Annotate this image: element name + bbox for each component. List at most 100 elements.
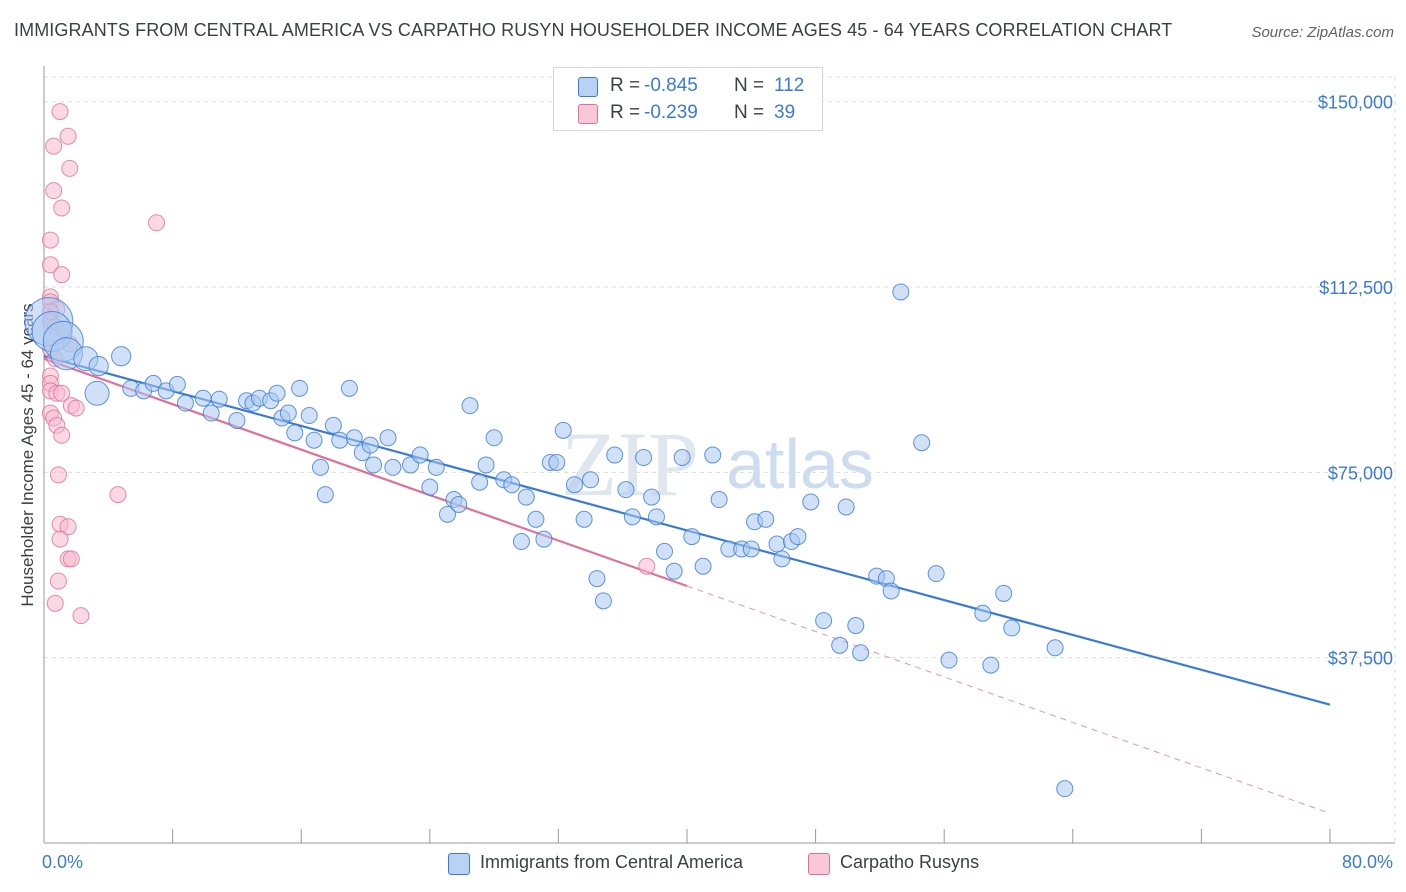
point-central-america bbox=[176, 394, 194, 412]
n-label: N = bbox=[734, 75, 765, 96]
point-central-america bbox=[1046, 639, 1064, 657]
trend-line-extension bbox=[686, 585, 1331, 814]
point-central-america bbox=[683, 528, 701, 546]
point-central-america bbox=[892, 283, 910, 301]
point-central-america bbox=[535, 530, 553, 548]
y-tick-label: $112,500 bbox=[1319, 278, 1393, 298]
point-central-america bbox=[594, 592, 612, 610]
point-carpatho-rusyn bbox=[62, 550, 80, 568]
point-central-america bbox=[1003, 619, 1021, 637]
point-central-america bbox=[982, 656, 1000, 674]
point-central-america bbox=[768, 535, 786, 553]
point-central-america bbox=[1056, 780, 1074, 798]
point-central-america bbox=[582, 471, 600, 489]
point-carpatho-rusyn bbox=[46, 594, 64, 612]
point-central-america bbox=[548, 453, 566, 471]
pink-swatch bbox=[578, 104, 598, 124]
watermark-zip: ZIP bbox=[561, 413, 699, 515]
blue-swatch bbox=[578, 77, 598, 97]
point-central-america bbox=[384, 458, 402, 476]
point-central-america bbox=[665, 562, 683, 580]
point-central-america bbox=[194, 389, 212, 407]
y-tick-label: $150,000 bbox=[1318, 93, 1393, 113]
point-central-america bbox=[111, 346, 132, 367]
point-central-america bbox=[471, 473, 489, 491]
point-central-america bbox=[831, 636, 849, 654]
point-carpatho-rusyn bbox=[53, 384, 71, 402]
point-carpatho-rusyn bbox=[109, 486, 127, 504]
point-carpatho-rusyn bbox=[59, 127, 77, 145]
point-carpatho-rusyn bbox=[51, 530, 69, 548]
point-central-america bbox=[438, 505, 456, 523]
point-central-america bbox=[773, 550, 791, 568]
point-central-america bbox=[228, 411, 246, 429]
correlation-legend: R = -0.845 N = 112 R = -0.239 N = 39 bbox=[553, 67, 823, 131]
point-carpatho-rusyn bbox=[53, 266, 71, 284]
point-central-america bbox=[847, 617, 865, 635]
point-central-america bbox=[704, 446, 722, 464]
point-central-america bbox=[789, 528, 807, 546]
point-central-america bbox=[512, 533, 530, 551]
axes bbox=[43, 66, 1395, 844]
point-central-america bbox=[913, 434, 931, 452]
point-central-america bbox=[606, 446, 624, 464]
point-central-america bbox=[144, 374, 162, 392]
point-carpatho-rusyn bbox=[49, 466, 67, 484]
point-central-america bbox=[757, 510, 775, 528]
point-central-america bbox=[324, 416, 342, 434]
point-central-america bbox=[837, 498, 855, 516]
point-central-america bbox=[202, 404, 220, 422]
point-carpatho-rusyn bbox=[148, 214, 166, 232]
r-label: R = bbox=[610, 102, 641, 123]
point-central-america bbox=[694, 557, 712, 575]
blue-swatch bbox=[448, 853, 470, 875]
point-central-america bbox=[673, 449, 691, 467]
point-central-america bbox=[450, 495, 468, 513]
point-central-america bbox=[421, 478, 439, 496]
point-carpatho-rusyn bbox=[53, 426, 71, 444]
point-central-america bbox=[379, 429, 397, 447]
x-tick-min: 0.0% bbox=[42, 852, 84, 872]
point-central-america bbox=[617, 481, 635, 499]
point-central-america bbox=[742, 540, 760, 558]
x-tick-max: 80.0% bbox=[1341, 852, 1393, 872]
watermark-atlas: atlas bbox=[726, 425, 874, 503]
point-central-america bbox=[554, 421, 572, 439]
point-central-america bbox=[331, 431, 349, 449]
point-central-america bbox=[300, 407, 318, 425]
legend-label: Carpatho Rusyns bbox=[840, 852, 980, 872]
point-carpatho-rusyn bbox=[45, 182, 63, 200]
point-central-america bbox=[623, 508, 641, 526]
point-carpatho-rusyn bbox=[638, 557, 656, 575]
point-central-america bbox=[361, 436, 379, 454]
point-central-america bbox=[461, 397, 479, 415]
point-central-america bbox=[316, 486, 334, 504]
point-central-america bbox=[974, 604, 992, 622]
pink-swatch bbox=[808, 853, 830, 875]
point-central-america bbox=[84, 380, 110, 406]
n-value: 112 bbox=[774, 75, 805, 96]
point-central-america bbox=[311, 458, 329, 476]
point-central-america bbox=[305, 431, 323, 449]
legend-label: Immigrants from Central America bbox=[480, 852, 744, 872]
point-central-america bbox=[815, 612, 833, 630]
point-central-america bbox=[927, 565, 945, 583]
point-central-america bbox=[268, 384, 286, 402]
point-central-america bbox=[565, 476, 583, 494]
y-tick-labels: $150,000 $112,500 $75,000 $37,500 bbox=[1318, 93, 1393, 669]
point-central-america bbox=[655, 542, 673, 560]
point-central-america bbox=[210, 390, 228, 408]
chart-source: Source: ZipAtlas.com bbox=[1251, 24, 1394, 41]
point-central-america bbox=[882, 582, 900, 600]
point-central-america bbox=[340, 379, 358, 397]
point-central-america bbox=[291, 379, 309, 397]
point-central-america bbox=[710, 491, 728, 509]
point-carpatho-rusyn bbox=[72, 607, 90, 625]
y-tick-label: $37,500 bbox=[1328, 649, 1393, 669]
point-central-america bbox=[411, 446, 429, 464]
point-carpatho-rusyn bbox=[61, 159, 79, 177]
y-tick-label: $75,000 bbox=[1328, 463, 1393, 483]
r-label: R = bbox=[610, 75, 641, 96]
point-central-america bbox=[527, 510, 545, 528]
